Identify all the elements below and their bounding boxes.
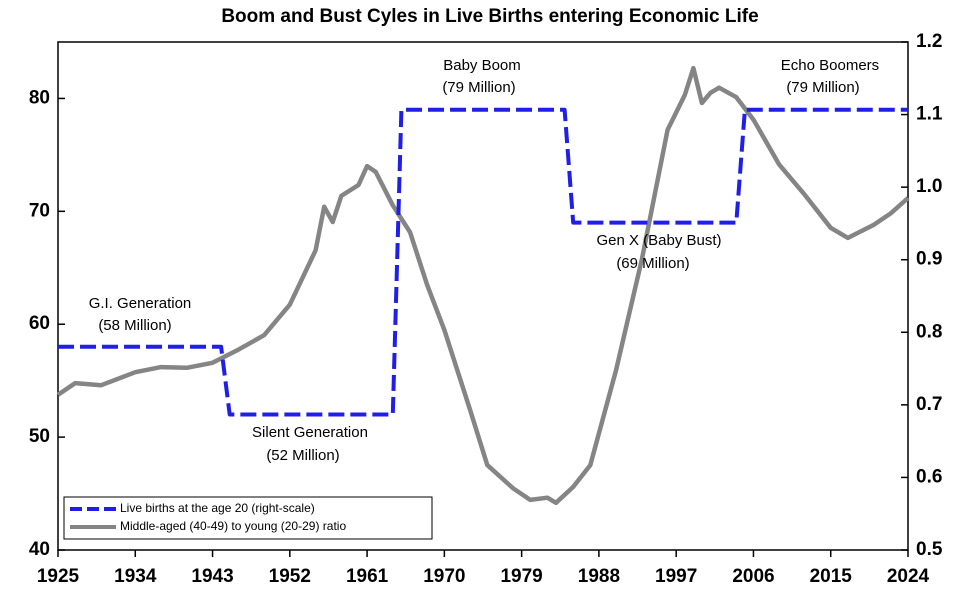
legend-box [63,496,433,540]
legend-label: Middle-aged (40-49) to young (20-29) rat… [120,519,346,533]
chart-title: Boom and Bust Cyles in Live Births enter… [221,6,758,27]
series-line [56,65,910,506]
y2-tick-label: 1.1 [916,104,943,125]
x-tick-label: 2015 [810,566,853,587]
x-tick-label: 1961 [346,566,389,587]
x-tick-label: 2024 [887,566,930,587]
y2-tick-label: 0.7 [916,394,942,415]
x-tick-label: 2006 [732,566,774,587]
annotation: (69 Million) [616,255,689,272]
y2-tick-label: 1.2 [916,31,942,52]
x-tick-label: 1988 [578,566,620,587]
y-tick-label: 70 [29,200,50,221]
x-tick-label: 1997 [655,566,697,587]
x-tick-label: 1979 [500,566,542,587]
y-tick-label: 80 [29,87,50,108]
legend-label: Live births at the age 20 (right-scale) [120,501,315,515]
y-tick-label: 50 [29,426,50,447]
x-tick-label: 1934 [114,566,157,587]
annotation: Gen X (Baby Bust) [596,232,721,249]
y2-tick-label: 0.6 [916,466,942,487]
annotation: (79 Million) [442,79,515,96]
x-tick-label: 1952 [269,566,311,587]
y2-tick-label: 1.0 [916,176,942,197]
annotation: (79 Million) [786,79,859,96]
series-line [58,107,908,417]
annotation: (58 Million) [98,317,171,334]
y2-tick-label: 0.8 [916,321,942,342]
plot-frame [57,41,909,551]
annotation: Baby Boom [443,57,521,74]
x-tick-label: 1925 [37,566,80,587]
y2-tick-label: 0.5 [916,539,943,560]
y-tick-label: 40 [29,539,50,560]
annotation: Echo Boomers [781,57,879,74]
annotation: G.I. Generation [89,295,192,312]
x-tick-label: 1970 [423,566,465,587]
y2-tick-label: 0.9 [916,249,942,270]
y-tick-label: 60 [29,313,50,334]
annotation: (52 Million) [266,447,339,464]
annotation: Silent Generation [252,424,368,441]
x-tick-label: 1943 [191,566,233,587]
